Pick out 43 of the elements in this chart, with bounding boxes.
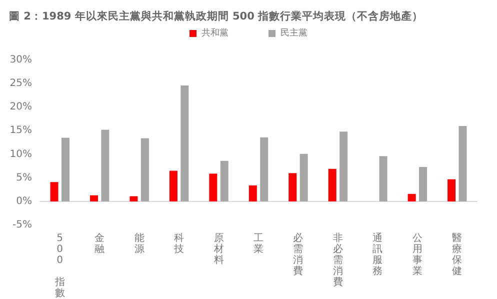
bar — [248, 185, 257, 202]
chart-title: 圖 2：1989 年以來民主黨與共和黨執政期間 500 指數行業平均表現（不含房地產） — [9, 10, 424, 22]
legend-label: 民主黨 — [280, 28, 308, 38]
bar — [169, 170, 178, 202]
x-tick-label: 科技 — [173, 232, 184, 255]
bar — [379, 156, 388, 202]
x-tick-label: 非必需消費 — [332, 232, 343, 288]
bar — [209, 174, 218, 202]
y-tick-label: 15% — [10, 125, 32, 136]
bar — [61, 138, 70, 202]
y-tick-label: 20% — [10, 102, 32, 113]
x-tick-label: 原材料 — [212, 233, 224, 266]
bar — [101, 130, 110, 202]
y-tick-label: -5% — [12, 220, 32, 230]
bar — [220, 160, 228, 202]
bar — [50, 182, 58, 202]
y-tick-label: 10% — [10, 148, 32, 160]
x-tick-label: 醫療保健 — [452, 232, 462, 277]
y-tick-label: 0% — [16, 196, 32, 207]
bar — [328, 168, 336, 202]
x-tick-label: 公用事業 — [412, 232, 422, 277]
bar — [300, 154, 308, 202]
legend-label: 共和黨 — [202, 28, 228, 38]
bar — [140, 138, 149, 202]
y-tick-label: 5% — [16, 172, 32, 184]
x-tick-label: 通訊服務 — [372, 232, 383, 277]
x-tick-label: 500 指數 — [54, 233, 65, 299]
x-tick-label: 能源 — [134, 232, 144, 255]
bar — [340, 132, 348, 202]
bar — [90, 195, 98, 202]
bar — [448, 179, 456, 202]
bar — [260, 137, 268, 202]
x-tick-label: 工業 — [254, 233, 264, 255]
bar — [408, 194, 416, 202]
x-tick-label: 金融 — [94, 232, 105, 255]
x-tick-label: 必需消費 — [293, 232, 304, 277]
y-tick-label: 25% — [10, 78, 32, 90]
bar — [180, 85, 189, 202]
bar — [419, 167, 428, 202]
bar — [288, 173, 297, 202]
bar — [130, 196, 138, 202]
y-tick-label: 30% — [10, 54, 32, 66]
bar — [458, 126, 467, 202]
